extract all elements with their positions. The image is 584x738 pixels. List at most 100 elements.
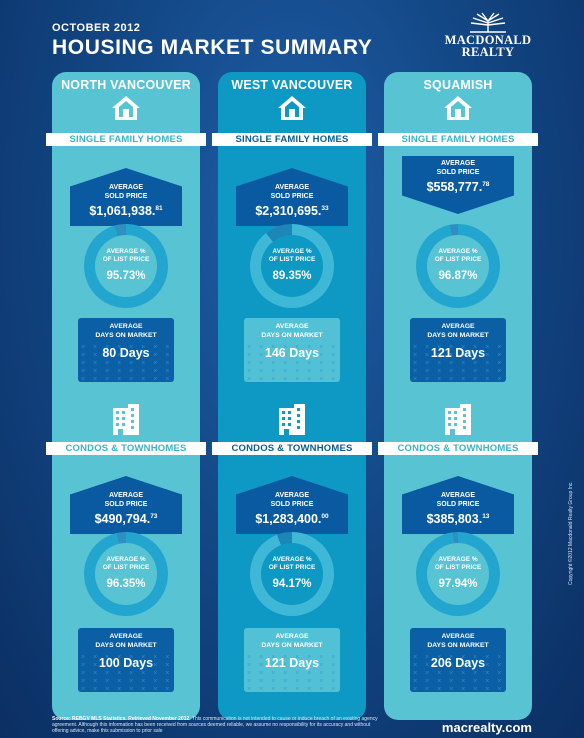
label: DAYS ON MARKET: [427, 332, 489, 339]
pct-value: 89.35%: [272, 270, 312, 282]
label: AVERAGE %: [272, 248, 312, 255]
label: AVERAGE: [109, 633, 143, 640]
label: AVERAGE: [275, 323, 309, 330]
label: SOLD PRICE: [436, 169, 480, 176]
label: DAYS ON MARKET: [427, 642, 489, 649]
avg-sold-price-box: AVERAGE SOLD PRICE $1,283,400.00: [236, 476, 348, 534]
section-band-single-family: SINGLE FAMILY HOMES: [212, 133, 372, 146]
pct-list-price-donut: AVERAGE % OF LIST PRICE 96.35%: [84, 532, 168, 616]
section-band-condos: CONDOS & TOWNHOMES: [378, 442, 538, 455]
label: AVERAGE: [108, 184, 144, 191]
label: SOLD PRICE: [270, 193, 314, 200]
house-icon: [112, 96, 140, 120]
price-cents: 81: [155, 205, 163, 212]
price-cents: 78: [482, 181, 490, 188]
avg-sold-price-box: AVERAGE SOLD PRICE $558,777.78: [402, 156, 514, 214]
price-value: $1,283,400.: [255, 512, 322, 526]
section-band-single-family: SINGLE FAMILY HOMES: [46, 133, 206, 146]
column-title: NORTH VANCOUVER: [61, 78, 191, 92]
days-on-market-box: × × × × × × × × × × × × × × × × × × × × …: [410, 318, 506, 382]
label: AVERAGE: [274, 184, 310, 191]
avg-sold-price-box: AVERAGE SOLD PRICE $1,061,938.81: [70, 168, 182, 226]
source-disclaimer: Source: REBGV MLS Statistics. Retrieved …: [52, 716, 382, 734]
logo-line-1: MACDONALD: [444, 33, 532, 47]
tree-icon: [470, 12, 506, 33]
label: DAYS ON MARKET: [261, 642, 323, 649]
label: DAYS ON MARKET: [95, 332, 157, 339]
building-icon: [445, 404, 471, 435]
label: AVERAGE: [275, 633, 309, 640]
calendar-pattern: × × × × × × × × × × × × × × × × × × × × …: [247, 654, 339, 692]
building-icon: [113, 404, 139, 435]
label: OF LIST PRICE: [434, 564, 482, 571]
logo-line-2: REALTY: [461, 45, 515, 59]
pct-list-price-donut: AVERAGE % OF LIST PRICE 89.35%: [250, 224, 334, 308]
report-date: OCTOBER 2012: [52, 22, 141, 34]
website-link[interactable]: macrealty.com: [441, 720, 532, 735]
pct-value: 96.35%: [106, 578, 146, 590]
label: OF LIST PRICE: [434, 256, 482, 263]
pct-list-price-donut: AVERAGE % OF LIST PRICE 94.17%: [250, 532, 334, 616]
days-value: 100 Days: [98, 656, 154, 670]
label: OF LIST PRICE: [268, 256, 316, 263]
days-value: 121 Days: [430, 346, 486, 360]
price-value: $558,777.: [426, 180, 483, 194]
days-on-market-box: × × × × × × × × × × × × × × × × × × × × …: [244, 628, 340, 692]
pct-value: 96.87%: [438, 270, 478, 282]
price-value: $1,061,938.: [89, 204, 156, 218]
copyright-text: Copyright ©2012 Macdonald Realty Group I…: [568, 481, 574, 585]
section-band-condos: CONDOS & TOWNHOMES: [212, 442, 372, 455]
source-label: Source: REBGV MLS Statistics. Retrieved …: [52, 716, 191, 722]
label: AVERAGE %: [438, 556, 478, 563]
page-title: HOUSING MARKET SUMMARY: [52, 36, 373, 59]
days-on-market-box: × × × × × × × × × × × × × × × × × × × × …: [78, 318, 174, 382]
label: AVERAGE: [109, 323, 143, 330]
column-title: WEST VANCOUVER: [231, 78, 353, 92]
calendar-pattern: × × × × × × × × × × × × × × × × × × × × …: [81, 344, 173, 382]
label: SOLD PRICE: [436, 501, 480, 508]
house-icon: [444, 96, 472, 120]
price-value: $2,310,695.: [255, 204, 322, 218]
avg-sold-price-box: AVERAGE SOLD PRICE $385,803.13: [402, 476, 514, 534]
calendar-pattern: × × × × × × × × × × × × × × × × × × × × …: [81, 654, 173, 692]
column-north-vancouver: NORTH VANCOUVER SINGLE FAMILY HOMES AVER…: [46, 72, 206, 720]
disclaimer-text: This communication is not intended to ca…: [52, 716, 378, 734]
price-cents: 73: [150, 513, 158, 520]
label: OF LIST PRICE: [268, 564, 316, 571]
label: SOLD PRICE: [270, 501, 314, 508]
pct-list-price-donut: AVERAGE % OF LIST PRICE 96.87%: [416, 224, 500, 308]
calendar-pattern: × × × × × × × × × × × × × × × × × × × × …: [413, 344, 505, 382]
label: OF LIST PRICE: [102, 256, 150, 263]
pct-value: 94.17%: [272, 578, 312, 590]
label: AVERAGE: [440, 492, 476, 499]
price-value: $490,794.: [94, 512, 151, 526]
days-value: 80 Days: [102, 346, 150, 360]
days-value: 206 Days: [430, 656, 486, 670]
label: AVERAGE %: [106, 248, 146, 255]
avg-sold-price-box: AVERAGE SOLD PRICE $2,310,695.33: [236, 168, 348, 226]
label: AVERAGE: [441, 633, 475, 640]
building-icon: [279, 404, 305, 435]
column-west-vancouver: WEST VANCOUVER SINGLE FAMILY HOMES AVERA…: [212, 72, 372, 720]
section-band-condos: CONDOS & TOWNHOMES: [46, 442, 206, 455]
calendar-pattern: × × × × × × × × × × × × × × × × × × × × …: [413, 654, 505, 692]
label: DAYS ON MARKET: [95, 642, 157, 649]
label: AVERAGE %: [438, 248, 478, 255]
label: AVERAGE %: [106, 556, 146, 563]
calendar-pattern: × × × × × × × × × × × × × × × × × × × × …: [247, 344, 339, 382]
days-value: 146 Days: [264, 346, 320, 360]
days-value: 121 Days: [264, 656, 320, 670]
label: AVERAGE: [441, 323, 475, 330]
label: AVERAGE %: [272, 556, 312, 563]
label: AVERAGE: [440, 160, 476, 167]
column-squamish: SQUAMISH SINGLE FAMILY HOMES AVERAGE SOLD…: [378, 72, 538, 720]
label: DAYS ON MARKET: [261, 332, 323, 339]
label: AVERAGE: [274, 492, 310, 499]
days-on-market-box: × × × × × × × × × × × × × × × × × × × × …: [78, 628, 174, 692]
price-cents: 33: [321, 205, 329, 212]
price-value: $385,803.: [426, 512, 483, 526]
avg-sold-price-box: AVERAGE SOLD PRICE $490,794.73: [70, 476, 182, 534]
section-band-single-family: SINGLE FAMILY HOMES: [378, 133, 538, 146]
house-icon: [278, 96, 306, 120]
pct-value: 95.73%: [106, 270, 146, 282]
